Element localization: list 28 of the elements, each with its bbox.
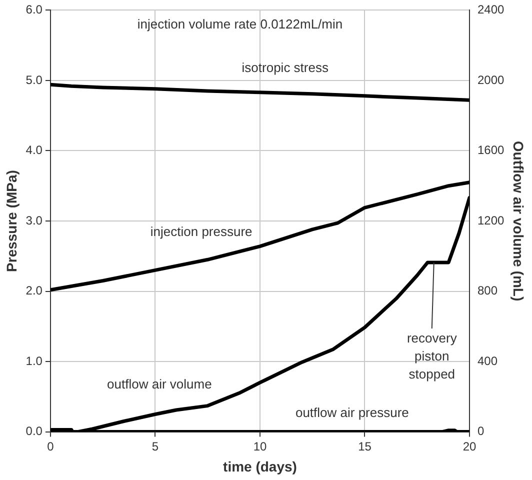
y-axis-title: Pressure (MPa)	[3, 170, 20, 272]
y2-tick-label: 1600	[478, 143, 505, 158]
y-tick-label: 6.0	[26, 2, 43, 17]
y-tick-label: 5.0	[26, 72, 43, 87]
x-tick-label: 15	[358, 439, 372, 454]
x-tick-label: 5	[152, 439, 159, 454]
series-label: injection pressure	[150, 224, 252, 239]
annotation: injection volume rate 0.0122mL/min	[137, 16, 343, 32]
y2-tick-label: 1200	[478, 213, 505, 228]
y-tick-label: 4.0	[26, 143, 43, 158]
y2-tick-label: 2000	[478, 72, 505, 87]
y-tick-label: 0.0	[26, 424, 43, 438]
y-tick-label: 2.0	[26, 284, 43, 298]
series-label: isotropic stress	[242, 60, 329, 76]
y2-tick-label: 0	[478, 424, 485, 438]
x-tick-label: 10	[253, 439, 267, 454]
x-axis-title: time (days)	[223, 458, 297, 474]
series-label: outflow air volume	[107, 376, 212, 392]
y2-tick-label: 800	[478, 284, 498, 298]
y2-tick-label: 2400	[478, 2, 505, 17]
annotation: recovery piston stopped	[406, 330, 458, 382]
y2-tick-label: 400	[478, 354, 498, 368]
y-tick-label: 1.0	[26, 354, 43, 368]
y2-axis-title: Outflow air volume (mL)	[510, 140, 527, 302]
y-tick-label: 3.0	[26, 213, 43, 228]
series-label: outflow air pressure	[295, 404, 409, 420]
x-tick-label: 0	[47, 439, 54, 454]
x-tick-label: 20	[462, 439, 476, 454]
